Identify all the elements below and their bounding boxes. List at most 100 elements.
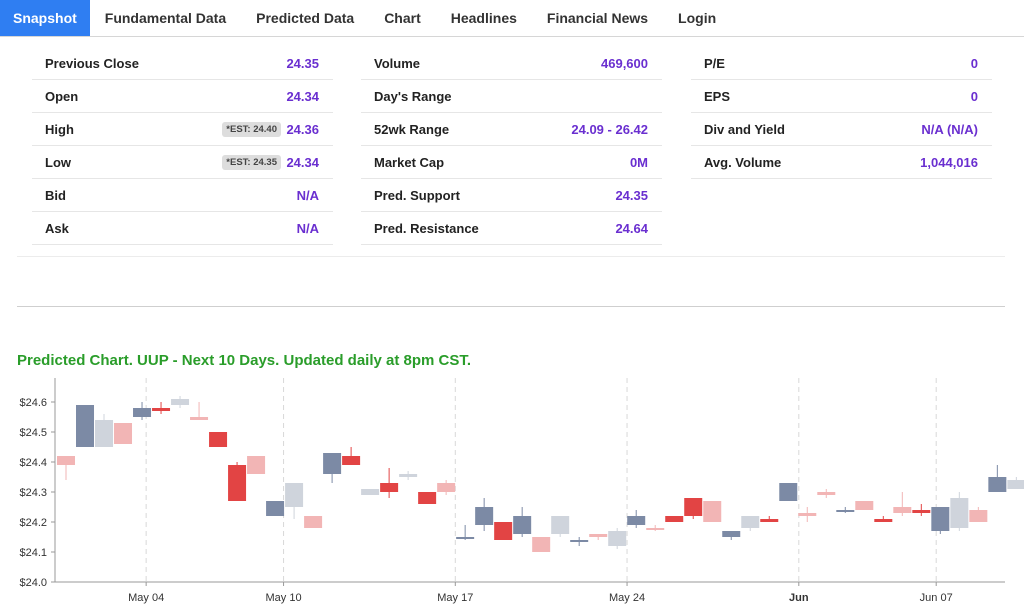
candle xyxy=(627,516,646,525)
candle xyxy=(171,399,190,405)
candle xyxy=(969,510,988,522)
candle xyxy=(494,522,513,540)
candle xyxy=(57,456,75,465)
candle xyxy=(665,516,684,522)
candle xyxy=(95,420,114,447)
candle xyxy=(76,405,95,447)
stat-row: P/E 0 xyxy=(691,47,992,80)
stat-value: N/A (N/A) xyxy=(921,121,978,137)
tab-financial-news[interactable]: Financial News xyxy=(546,10,649,26)
candle xyxy=(304,516,323,528)
stat-label: Open xyxy=(45,88,79,104)
stat-row: EPS 0 xyxy=(691,80,992,113)
divider xyxy=(17,306,1005,307)
candle xyxy=(798,513,817,516)
stat-value: 24.09 - 26.42 xyxy=(571,121,648,137)
stats-column-1: Previous Close 24.35 Open 24.34 High *EST: 24… xyxy=(32,47,333,245)
candle xyxy=(722,531,741,537)
candle xyxy=(703,501,722,522)
y-tick-label: $24.4 xyxy=(19,457,47,469)
stat-label: Div and Yield xyxy=(704,121,785,137)
stat-value: 0M xyxy=(629,154,648,170)
candle xyxy=(912,510,931,513)
candle xyxy=(760,519,779,522)
candle xyxy=(855,501,874,510)
tab-bar: Snapshot Fundamental Data Predicted Data Ch… xyxy=(0,0,1024,37)
x-tick-label: May 24 xyxy=(609,592,645,604)
stat-row: Pred. Support 24.35 xyxy=(361,179,662,212)
candle xyxy=(931,507,950,531)
tab-headlines[interactable]: Headlines xyxy=(450,10,517,26)
candle xyxy=(513,516,532,534)
stat-label: Volume xyxy=(374,55,420,71)
stat-value: 469,600 xyxy=(601,55,648,71)
candle xyxy=(456,537,475,539)
stat-row: Open 24.34 xyxy=(32,80,333,113)
candle xyxy=(323,453,342,474)
y-tick-label: $24.3 xyxy=(19,487,47,499)
candle xyxy=(551,516,570,534)
tab-predicted-data[interactable]: Predicted Data xyxy=(256,10,355,26)
stat-row: Avg. Volume 1,044,016 xyxy=(691,146,992,179)
stat-label: Pred. Resistance xyxy=(374,220,479,236)
stat-label: EPS xyxy=(704,88,731,104)
candle xyxy=(209,432,228,447)
stats-column-3: P/E 0 EPS 0 Div and Yield N/A (N/A) Avg. Volum… xyxy=(691,47,992,179)
candle xyxy=(893,507,912,513)
stat-label: Previous Close xyxy=(45,55,139,71)
stat-row: 52wk Range 24.09 - 26.42 xyxy=(361,113,662,146)
x-tick-label: May 17 xyxy=(437,592,473,604)
y-tick-label: $24.1 xyxy=(19,547,47,559)
candle xyxy=(988,477,1007,492)
y-tick-label: $24.6 xyxy=(19,397,47,409)
tab-fundamental-data[interactable]: Fundamental Data xyxy=(104,10,227,26)
candle xyxy=(114,423,133,444)
stat-value: 24.35 xyxy=(615,187,648,203)
candle xyxy=(950,498,969,528)
candle xyxy=(285,483,304,507)
candle xyxy=(342,456,361,465)
stat-row: Market Cap 0M xyxy=(361,146,662,179)
stat-label: Low xyxy=(45,154,71,170)
stat-label: Ask xyxy=(45,220,69,236)
divider xyxy=(17,256,1005,257)
stat-value: 24.34 xyxy=(286,88,319,104)
stat-row: High *EST: 24.40 24.36 xyxy=(32,113,333,146)
candle xyxy=(190,417,209,420)
candlestick-chart[interactable]: $24.0 $24.1 $24.2 $24.3 $24.4 $24.5 $24.6 May 0… xyxy=(0,372,1024,604)
candle xyxy=(380,483,399,492)
stat-row: Div and Yield N/A (N/A) xyxy=(691,113,992,146)
candle xyxy=(475,507,494,525)
candle xyxy=(247,456,266,474)
stat-row: Ask N/A xyxy=(32,212,333,245)
y-tick-label: $24.5 xyxy=(19,427,47,439)
candle xyxy=(684,498,703,516)
candle xyxy=(228,465,247,501)
stat-row: Day's Range xyxy=(361,80,662,113)
candle xyxy=(779,483,798,501)
stat-row: Low *EST: 24.35 24.34 xyxy=(32,146,333,179)
stat-label: High xyxy=(45,121,74,137)
stat-value: N/A xyxy=(296,220,319,236)
stat-row: Pred. Resistance 24.64 xyxy=(361,212,662,245)
stat-label: Day's Range xyxy=(374,88,452,104)
stat-label: 52wk Range xyxy=(374,121,450,137)
stat-value: 24.35 xyxy=(286,55,319,71)
tab-login[interactable]: Login xyxy=(678,10,717,26)
tab-snapshot[interactable]: Snapshot xyxy=(0,0,90,36)
candle xyxy=(532,537,551,552)
stat-row: Previous Close 24.35 xyxy=(32,47,333,80)
stats-column-2: Volume 469,600 Day's Range 52wk Range 24.09 … xyxy=(361,47,662,245)
stat-label: Avg. Volume xyxy=(704,154,782,170)
candle xyxy=(817,492,836,495)
candle xyxy=(836,510,855,512)
candle xyxy=(874,519,893,522)
candle xyxy=(646,528,665,530)
estimate-badge: *EST: 24.40 xyxy=(222,121,281,137)
candle xyxy=(399,474,418,477)
stat-value: 0 xyxy=(970,55,978,71)
tab-chart[interactable]: Chart xyxy=(384,10,421,26)
x-tick-label: May 04 xyxy=(128,592,164,604)
x-tick-label: May 10 xyxy=(266,592,302,604)
stat-label: Market Cap xyxy=(374,154,445,170)
